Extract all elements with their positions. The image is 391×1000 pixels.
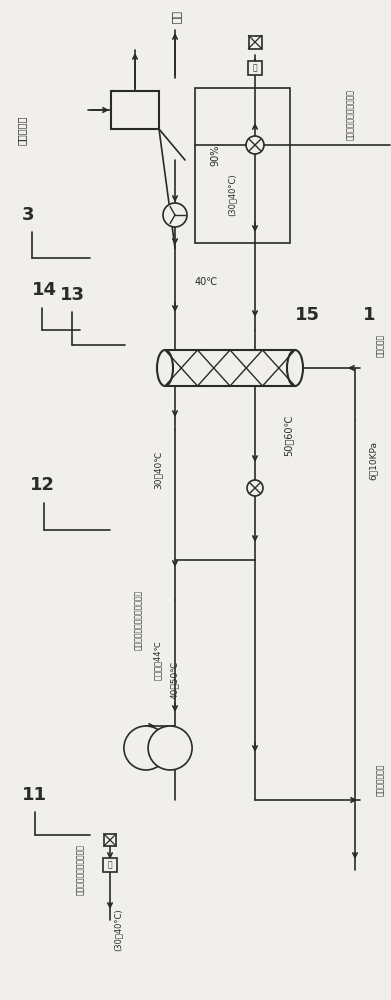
Circle shape [246,136,264,154]
Text: 40℃: 40℃ [195,277,218,287]
Text: 15: 15 [295,306,320,324]
Text: 30～40℃: 30～40℃ [154,451,163,489]
Text: 3: 3 [22,206,34,224]
Circle shape [124,726,168,770]
Bar [165,350,295,386]
Text: 驱动蒸汱44℃: 驱动蒸汱44℃ [152,640,161,680]
Circle shape [247,480,263,496]
Bar [248,61,262,75]
Ellipse shape [287,350,303,386]
Text: 6～10KPa: 6～10KPa [368,440,377,480]
Text: 12: 12 [30,476,55,494]
Text: 冷冻机组辅助冷冻水加热: 冷冻机组辅助冷冻水加热 [346,90,355,140]
Text: 90%: 90% [210,144,220,166]
Text: 冷冻机组辅助冷冻水加热: 冷冻机组辅助冷冻水加热 [75,845,84,895]
Bar [195,88,290,243]
Text: 烟气输入口: 烟气输入口 [375,333,384,357]
Text: 50～60℃: 50～60℃ [283,414,293,456]
Text: 烟气回图图: 烟气回图图 [17,115,27,145]
Text: 14: 14 [32,281,57,299]
Bar [111,91,159,129]
Text: 13: 13 [60,286,85,304]
Bar [103,858,117,872]
Text: 40～50℃: 40～50℃ [170,661,179,699]
Text: 押缩精制后输出: 押缩精制后输出 [375,764,384,796]
Circle shape [163,203,187,227]
Bar [249,35,262,48]
Text: 回: 回 [253,64,257,73]
Text: 11: 11 [22,786,47,804]
Text: (30～40°C): (30～40°C) [228,174,237,216]
Bar [104,834,116,846]
Text: 回: 回 [108,860,112,869]
Text: 厂用: 厂用 [170,11,180,25]
Text: (30～40°C): (30～40°C) [113,909,122,951]
Ellipse shape [157,350,173,386]
Text: 单厂发电机组辅助冷却水加热: 单厂发电机组辅助冷却水加热 [133,590,142,650]
Circle shape [148,726,192,770]
Text: 1: 1 [363,306,375,324]
